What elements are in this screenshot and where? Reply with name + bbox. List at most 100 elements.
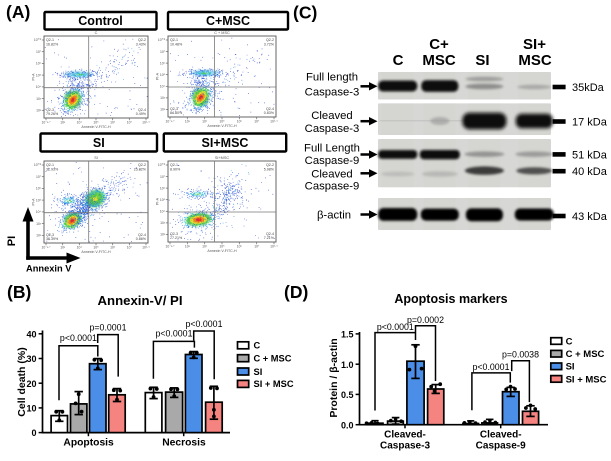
svg-text:107.9: 107.9 <box>158 163 166 167</box>
svg-text:10⁵: 10⁵ <box>219 120 225 124</box>
svg-text:10⁶: 10⁶ <box>160 61 166 65</box>
svg-text:10³: 10³ <box>185 245 191 249</box>
svg-text:0.0: 0.0 <box>341 420 354 430</box>
svg-text:10⁵: 10⁵ <box>93 246 99 250</box>
svg-text:10³: 10³ <box>185 120 191 124</box>
svg-text:p<0.0001: p<0.0001 <box>186 319 223 329</box>
svg-text:10⁻²·⁷: 10⁻²·⁷ <box>41 246 51 250</box>
svg-text:(A): (A) <box>6 2 30 22</box>
svg-text:10³: 10³ <box>36 97 42 101</box>
svg-text:Apoptosis: Apoptosis <box>63 437 114 448</box>
svg-text:5.98%: 5.98% <box>264 167 275 171</box>
svg-text:(D): (D) <box>284 282 308 302</box>
svg-text:10²: 10² <box>36 234 42 238</box>
svg-text:10⁷: 10⁷ <box>36 175 42 179</box>
svg-text:C + MSC: C + MSC <box>254 354 292 364</box>
svg-text:10⁻²·⁷: 10⁻²·⁷ <box>165 245 175 249</box>
svg-text:107.9: 107.9 <box>158 38 166 42</box>
svg-text:10⁵: 10⁵ <box>36 198 42 202</box>
svg-text:40: 40 <box>26 329 36 339</box>
svg-text:10⁷: 10⁷ <box>160 50 166 54</box>
svg-text:Q2-1: Q2-1 <box>46 163 54 167</box>
svg-text:Annexin V-FITC-H: Annexin V-FITC-H <box>207 124 237 128</box>
svg-text:10⁴: 10⁴ <box>160 85 166 89</box>
svg-text:PI-A: PI-A <box>156 197 160 205</box>
svg-text:Control: Control <box>78 14 122 28</box>
svg-text:8.90%: 8.90% <box>170 167 181 171</box>
svg-text:β-actin: β-actin <box>317 209 351 221</box>
svg-text:10⁴: 10⁴ <box>36 85 42 89</box>
svg-text:10⁴: 10⁴ <box>36 210 42 214</box>
svg-text:Annexin V-FITC-H: Annexin V-FITC-H <box>81 125 111 129</box>
svg-text:Annexin V-FITC-H: Annexin V-FITC-H <box>207 249 237 253</box>
svg-text:(B): (B) <box>7 282 31 302</box>
svg-text:10⁴: 10⁴ <box>202 245 208 249</box>
svg-text:Q2-4: Q2-4 <box>138 233 146 237</box>
svg-text:C + MSC: C + MSC <box>214 31 230 35</box>
svg-text:10⁶: 10⁶ <box>237 245 243 249</box>
svg-text:84.80%: 84.80% <box>170 111 183 115</box>
svg-text:51 kDa: 51 kDa <box>572 149 608 161</box>
svg-text:C: C <box>566 336 573 347</box>
svg-text:Full length: Full length <box>306 72 358 84</box>
svg-text:10.48%: 10.48% <box>170 42 183 46</box>
svg-text:10⁻²·⁷: 10⁻²·⁷ <box>41 121 51 125</box>
svg-text:79.26%: 79.26% <box>46 112 59 116</box>
svg-text:Q2-3: Q2-3 <box>46 233 54 237</box>
svg-text:107.9: 107.9 <box>34 163 42 167</box>
svg-text:Q2-1: Q2-1 <box>46 38 54 42</box>
svg-text:10: 10 <box>26 404 36 414</box>
svg-text:10²: 10² <box>36 109 42 113</box>
svg-text:C: C <box>393 52 404 69</box>
svg-text:10⁴: 10⁴ <box>160 210 166 214</box>
svg-text:10⁷: 10⁷ <box>160 175 166 179</box>
svg-text:10³: 10³ <box>36 222 42 226</box>
svg-text:SI + MSC: SI + MSC <box>566 374 607 385</box>
svg-text:Caspase-3: Caspase-3 <box>380 441 430 452</box>
svg-text:10⁵: 10⁵ <box>160 73 166 77</box>
svg-text:36.39%: 36.39% <box>46 237 59 241</box>
svg-text:10⁶: 10⁶ <box>160 186 166 190</box>
svg-text:Caspase-3: Caspase-3 <box>305 86 360 98</box>
svg-text:Q2-3: Q2-3 <box>46 108 54 112</box>
svg-text:1.0: 1.0 <box>341 360 354 370</box>
svg-text:17 kDa: 17 kDa <box>572 117 608 129</box>
svg-text:Q2-1: Q2-1 <box>170 163 178 167</box>
svg-text:10⁷: 10⁷ <box>127 121 133 125</box>
svg-text:Caspase-9: Caspase-9 <box>476 441 526 452</box>
svg-text:10⁴: 10⁴ <box>77 121 83 125</box>
svg-text:3.43%: 3.43% <box>136 42 147 46</box>
svg-text:10⁷: 10⁷ <box>36 50 42 54</box>
svg-text:Q2-1: Q2-1 <box>170 38 178 42</box>
svg-text:10⁵: 10⁵ <box>219 245 225 249</box>
svg-text:PI-A: PI-A <box>32 73 36 81</box>
svg-text:10⁵: 10⁵ <box>160 198 166 202</box>
svg-text:35kDa: 35kDa <box>572 82 605 94</box>
svg-text:10⁶: 10⁶ <box>237 120 243 124</box>
svg-text:10⁶·⁹: 10⁶·⁹ <box>270 120 278 124</box>
svg-text:Protein / β-actin: Protein / β-actin <box>328 338 340 417</box>
svg-text:10⁶·⁹: 10⁶·⁹ <box>142 246 150 250</box>
svg-text:Caspase-9: Caspase-9 <box>305 180 360 192</box>
svg-text:C+: C+ <box>429 36 449 53</box>
svg-text:Q2-4: Q2-4 <box>138 108 146 112</box>
svg-text:Cell death (%): Cell death (%) <box>16 347 28 416</box>
svg-text:25.82%: 25.82% <box>134 167 147 171</box>
svg-text:30: 30 <box>26 354 36 364</box>
svg-text:10⁶: 10⁶ <box>36 62 42 66</box>
svg-text:SI: SI <box>93 136 105 150</box>
svg-text:Q2-4: Q2-4 <box>266 232 274 236</box>
svg-text:Cleaved-: Cleaved- <box>480 430 522 441</box>
svg-text:SI+: SI+ <box>523 36 546 53</box>
svg-text:1.5: 1.5 <box>341 330 354 340</box>
svg-text:(C): (C) <box>293 3 317 23</box>
svg-text:p<0.0001: p<0.0001 <box>377 322 414 332</box>
svg-text:SI + MSC: SI + MSC <box>254 379 294 389</box>
svg-text:10⁷: 10⁷ <box>127 246 133 250</box>
svg-text:10⁶: 10⁶ <box>110 246 116 250</box>
svg-text:10⁶: 10⁶ <box>36 187 42 191</box>
svg-text:10⁶: 10⁶ <box>110 121 116 125</box>
svg-text:43 kDa: 43 kDa <box>572 211 608 223</box>
svg-text:Annexin-V/ PI: Annexin-V/ PI <box>98 293 183 308</box>
svg-text:10⁷: 10⁷ <box>254 120 260 124</box>
